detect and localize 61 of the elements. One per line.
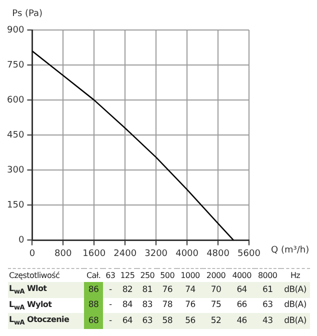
y-tick-label: 150 [6,200,24,211]
text: 86 [88,284,99,295]
text: 56 [185,316,196,326]
y-tick-label: 600 [6,95,24,106]
text: 68 [88,316,99,326]
text: 52 [210,316,222,326]
x-tick-label: 5600 [238,248,261,259]
text: 46 [236,316,247,326]
text: 63 [142,316,152,326]
category-label: 500 [159,270,176,282]
text: 75 [210,300,222,310]
x-tick-label: 1600 [82,248,106,259]
category-label: Hz [289,270,302,282]
x-tick-label: 4000 [176,248,199,259]
x-tick-label: 4800 [206,248,230,259]
category-label: L$_{wA}$ Otoczenie [9,315,70,327]
text: 64 [236,284,247,295]
category-label: 1000 [180,270,201,282]
text: 63 [262,300,273,310]
category-label: 125 [119,270,136,282]
text: 82 [122,284,133,295]
x-tick-label: 2400 [114,248,137,259]
y-tick-label: 450 [6,130,24,140]
text: 43 [262,316,273,326]
y-tick-label: 300 [6,165,24,176]
text: 81 [142,284,152,295]
category-label: 8000 [257,270,278,282]
category-label: L$_{wA}$ Wylot [9,300,52,312]
text: 70 [210,284,222,295]
text: Częstotliwość [8,270,61,282]
text: 76 [162,284,172,295]
x-tick-label: 3200 [144,248,168,259]
y-axis-title: Ps (Pa) [12,8,43,19]
text: - [109,284,112,295]
category-label: 250 [139,270,156,282]
category-label: 4000 [231,270,252,282]
text: 78 [162,300,172,310]
text: 58 [162,316,172,326]
text: 74 [185,284,196,295]
text: 88 [88,300,99,310]
text: - [109,316,112,326]
text: 76 [185,300,196,310]
y-tick-label: 750 [6,60,24,70]
text: - [109,300,112,310]
x-tick-label: 800 [54,248,72,259]
text: dB(A) [284,316,306,326]
text: dB(A) [284,284,306,295]
text: 66 [236,300,247,310]
text: 64 [122,316,133,326]
text: 83 [142,300,152,310]
category-label: Cał. [85,270,102,282]
text: dB(A) [284,300,306,310]
category-label: L$_{wA}$ Wlot [9,284,47,296]
x-axis-title: Q (m³/h) [271,246,310,256]
y-tick-label: 0 [18,236,24,246]
text: 84 [122,300,133,310]
category-label: 2000 [205,270,227,282]
category-label: 63 [104,270,116,282]
x-tick-label: 0 [29,248,36,259]
text: 61 [262,284,273,295]
y-tick-label: 900 [6,25,24,36]
